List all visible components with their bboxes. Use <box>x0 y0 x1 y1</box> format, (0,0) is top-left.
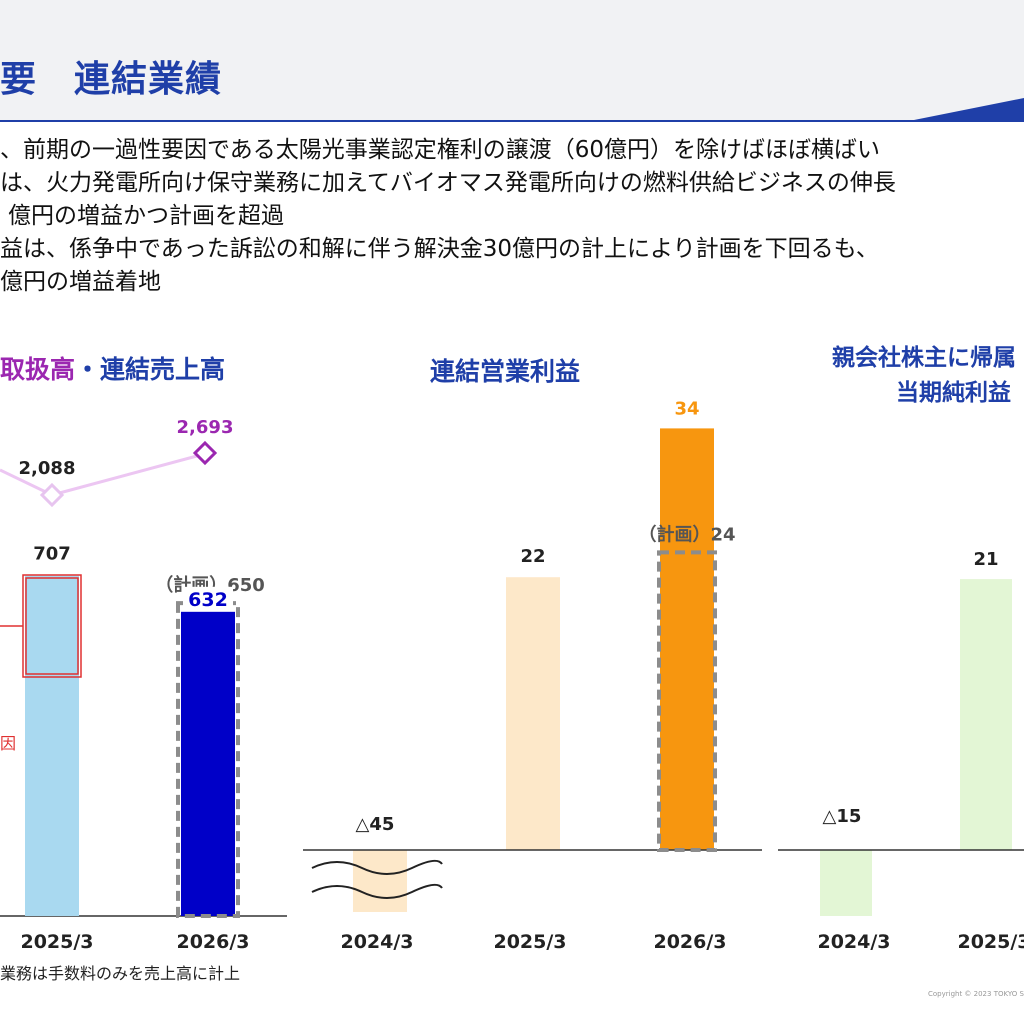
bar-sales-2026/3 <box>181 611 235 916</box>
bar-ni-2024/3 <box>820 850 872 916</box>
plan-outline-sales <box>176 601 240 919</box>
point-handled-volume-2025 <box>39 482 65 508</box>
point-handled-volume-2026 <box>192 440 218 466</box>
value-label-op-2026: 34 <box>674 398 699 419</box>
value-label-op-2025: 22 <box>520 546 545 567</box>
copyright: Copyright © 2023 TOKYO S <box>928 990 1024 998</box>
bar-op-2026/3 <box>660 428 714 850</box>
bullet-line: 億円の増益着地 <box>0 269 161 295</box>
line-handled-volume <box>51 451 209 497</box>
value-label-volume-2026: 2,693 <box>177 417 234 438</box>
chart-title-net-income-line1: 親会社株主に帰属 <box>832 345 1016 371</box>
x-tick-ni-2024/3: 2024/3 <box>817 931 890 953</box>
chart-title-net-income-line2: 当期純利益 <box>896 380 1011 406</box>
chart-title-sales-part1: 取扱高 <box>0 355 76 384</box>
bullet-line: は、火力発電所向け保守業務に加えてバイオマス発電所向けの燃料供給ビジネスの伸長 <box>0 170 896 196</box>
x-tick-op-2025/3: 2025/3 <box>493 931 566 953</box>
header-divider <box>0 120 1024 122</box>
bar-ni-2025/3 <box>960 579 1012 850</box>
value-label-op-2024: △45 <box>356 814 395 835</box>
chart-title-sales: 取扱高・連結売上高 <box>0 350 225 386</box>
bullet-line: 益は、係争中であった訴訟の和解に伴う解決金30億円の計上により計画を下回るも、 <box>0 236 879 262</box>
bar-sales-2025/3 <box>25 575 79 916</box>
value-label-bg-2026 <box>183 586 233 610</box>
axis-break-wave-1 <box>311 859 443 875</box>
bullet-line: 億円の増益かつ計画を超過 <box>8 203 284 229</box>
footnote: 業務は手数料のみを売上高に計上 <box>0 964 241 983</box>
value-label-ni-2025: 21 <box>973 549 998 570</box>
chart-title-operating-profit: 連結営業利益 <box>430 357 581 386</box>
plan-label-op: （計画）24 <box>638 523 735 545</box>
header-accent <box>914 98 1024 120</box>
value-label-volume-2025: 2,088 <box>19 458 76 479</box>
chart-title-sales-part2: ・連結売上高 <box>75 355 226 384</box>
one-off-annotation: 因 <box>0 734 16 753</box>
bullet-line: 、前期の一過性要因である太陽光事業認定権利の譲渡（60億円）を除けばほぼ横ばい <box>0 137 881 163</box>
x-tick-op-2026/3: 2026/3 <box>653 931 726 953</box>
value-label-sales-2025: 707 <box>33 544 71 565</box>
bar-op-2025/3 <box>506 577 560 850</box>
x-tick-sales-2025/3: 2025/3 <box>20 931 93 953</box>
x-tick-ni-2025/3: 2025/3 <box>957 931 1024 953</box>
axis-break-wave-2 <box>311 883 443 899</box>
x-tick-op-2024/3: 2024/3 <box>340 931 413 953</box>
slide-title: 要 連結業績 <box>0 59 223 100</box>
bar-op-2024/3 <box>353 850 407 912</box>
slide-header: 要 連結業績 <box>0 0 1024 122</box>
value-label-ni-2024: △15 <box>823 806 862 827</box>
plan-label-sales: （計画）650 <box>155 574 265 596</box>
one-off-box-inner <box>25 577 79 675</box>
summary-bullets: 、前期の一過性要因である太陽光事業認定権利の譲渡（60億円）を除けばほぼ横ばい … <box>0 134 896 299</box>
line-handled-volume-lead <box>0 468 53 497</box>
value-label-sales-2026: 632 <box>188 589 228 611</box>
x-tick-sales-2026/3: 2026/3 <box>176 931 249 953</box>
